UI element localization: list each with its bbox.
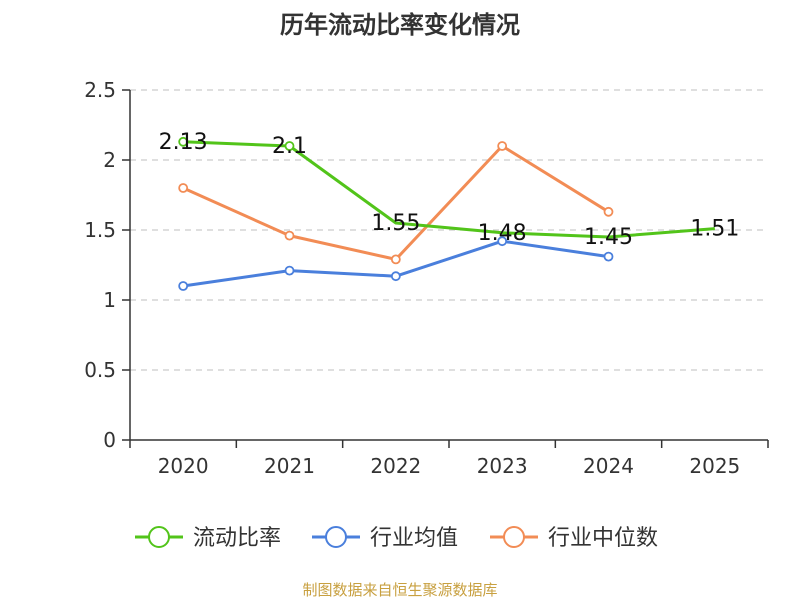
- legend-marker: [503, 526, 525, 548]
- data-point: [284, 230, 295, 241]
- data-point: [284, 265, 295, 276]
- source-note: 制图数据来自恒生聚源数据库: [302, 581, 497, 599]
- axes: 0 0.5 1 1.5 2 2.5 2020 2021 2022 2023 2024 2025: [84, 78, 769, 478]
- x-tick-label: 2022: [370, 454, 421, 478]
- legend-item[interactable]: 行业中位数: [490, 526, 658, 551]
- series-1: [178, 236, 614, 291]
- data-label: 2.13: [159, 130, 208, 155]
- series-2: [178, 141, 614, 265]
- data-point: [178, 136, 189, 147]
- grid-lines: [130, 89, 768, 371]
- x-tick-label: 2023: [477, 454, 528, 478]
- data-point: [603, 206, 614, 217]
- legend-item[interactable]: 行业均值: [312, 526, 458, 551]
- legend-label: 行业中位数: [548, 526, 658, 551]
- data-point: [390, 271, 401, 282]
- data-label: 1.48: [478, 221, 527, 246]
- series-0: [178, 136, 715, 239]
- chart-title: 历年流动比率变化情况: [280, 11, 520, 39]
- legend-marker: [148, 526, 170, 548]
- x-tick-label: 2021: [264, 454, 315, 478]
- data-point: [178, 183, 189, 193]
- y-tick-label: 1.5: [84, 218, 116, 242]
- data-label: 1.45: [584, 225, 633, 250]
- data-point: [178, 281, 189, 291]
- y-tick-label: 2.5: [84, 78, 116, 102]
- data-label: 1.51: [690, 217, 739, 242]
- y-tick-label: 1: [103, 288, 116, 312]
- data-point: [497, 236, 508, 247]
- legend-item[interactable]: 流动比率: [135, 526, 281, 551]
- series-lines: [178, 136, 715, 291]
- series-line: [183, 140, 715, 239]
- data-point: [390, 254, 401, 265]
- legend-label: 行业均值: [370, 526, 458, 551]
- data-point: [284, 141, 295, 151]
- x-tick-label: 2020: [158, 454, 209, 478]
- x-tick-label: 2025: [689, 454, 740, 478]
- y-tick-label: 2: [103, 148, 116, 172]
- data-label: 1.55: [371, 211, 420, 236]
- legend: 流动比率 行业均值 行业中位数: [135, 526, 658, 551]
- y-tick-label: 0: [103, 428, 116, 452]
- data-point: [497, 141, 508, 151]
- data-labels: 2.13 2.1 1.55 1.48 1.45 1.51: [159, 130, 740, 250]
- legend-marker: [325, 526, 347, 548]
- y-tick-label: 0.5: [84, 358, 116, 382]
- data-point: [603, 251, 614, 262]
- series-line: [182, 144, 610, 261]
- legend-label: 流动比率: [193, 526, 281, 551]
- data-label: 2.1: [272, 134, 307, 159]
- x-tick-label: 2024: [583, 454, 634, 478]
